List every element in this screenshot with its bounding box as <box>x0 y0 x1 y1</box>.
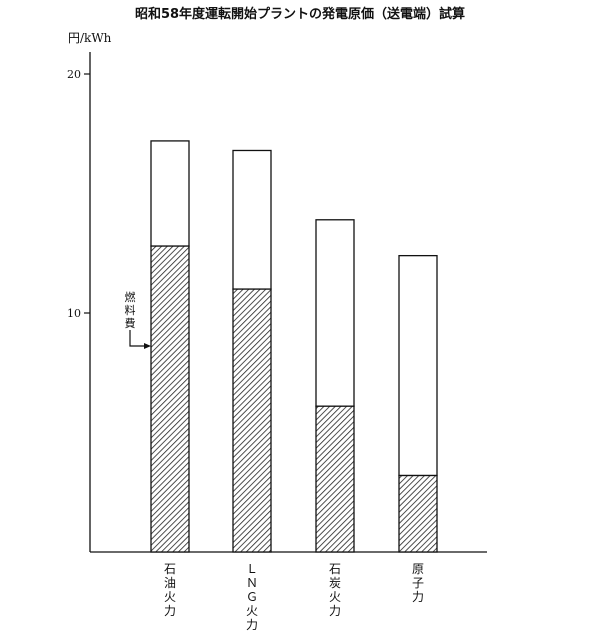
y-ticks: 10 20 <box>67 68 90 320</box>
y-tick-label: 10 <box>67 307 81 320</box>
category-labels: 石油火力 ＬＮＧ火力 石炭火力 原子力 <box>164 562 424 632</box>
bar-total-segment <box>315 219 355 407</box>
bar-fuel-cost-segment <box>150 245 190 553</box>
annotation-arrow-head <box>144 343 151 349</box>
bars <box>150 140 438 553</box>
x-category-label: 石油火力 <box>164 562 176 618</box>
bar-total-segment <box>232 149 272 290</box>
bar-fuel-cost-segment <box>315 405 355 553</box>
bar-fuel-cost-segment <box>232 288 272 553</box>
annotation-arrow-line <box>129 330 146 347</box>
bar-fuel-cost-segment <box>398 474 438 553</box>
x-category-label: 石炭火力 <box>329 562 341 618</box>
x-category-label: 原子力 <box>412 562 424 604</box>
y-tick-label: 20 <box>67 68 81 81</box>
bar-total-segment <box>150 140 190 247</box>
fuel-cost-annotation: 燃料費 <box>125 290 151 349</box>
y-axis-unit-label: 円/kWh <box>68 31 112 45</box>
bar-total-segment <box>398 254 438 477</box>
chart-title: 昭和58年度運転開始プラントの発電原価（送電端）試算 <box>135 6 465 22</box>
annotation-label: 燃料費 <box>125 290 136 330</box>
x-category-label: ＬＮＧ火力 <box>246 562 258 632</box>
